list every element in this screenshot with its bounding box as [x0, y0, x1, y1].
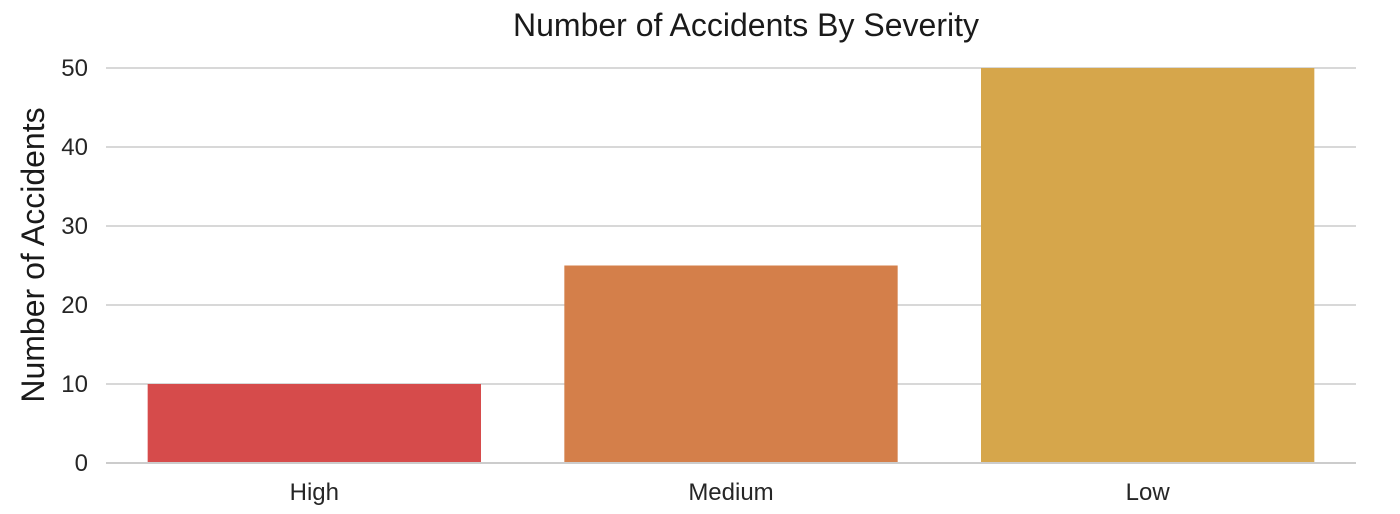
y-tick-label: 10 [61, 371, 88, 398]
x-tick-label: High [290, 479, 339, 506]
x-tick-label: Medium [688, 479, 773, 506]
x-tick-label: Low [1126, 479, 1171, 506]
x-axis-ticks: High Medium Low [290, 479, 1171, 506]
bar-high [147, 384, 481, 463]
bar-low [981, 68, 1315, 463]
y-axis-label: Number of Accidents [15, 107, 51, 402]
bars [147, 68, 1315, 463]
y-tick-label: 20 [61, 292, 88, 319]
y-tick-label: 40 [61, 134, 88, 161]
chart-title: Number of Accidents By Severity [513, 7, 979, 43]
bar-medium [564, 265, 898, 463]
y-tick-label: 50 [61, 55, 88, 82]
y-tick-label: 0 [75, 450, 88, 477]
y-tick-label: 30 [61, 213, 88, 240]
y-axis-ticks: 0 10 20 30 40 50 [61, 55, 88, 477]
